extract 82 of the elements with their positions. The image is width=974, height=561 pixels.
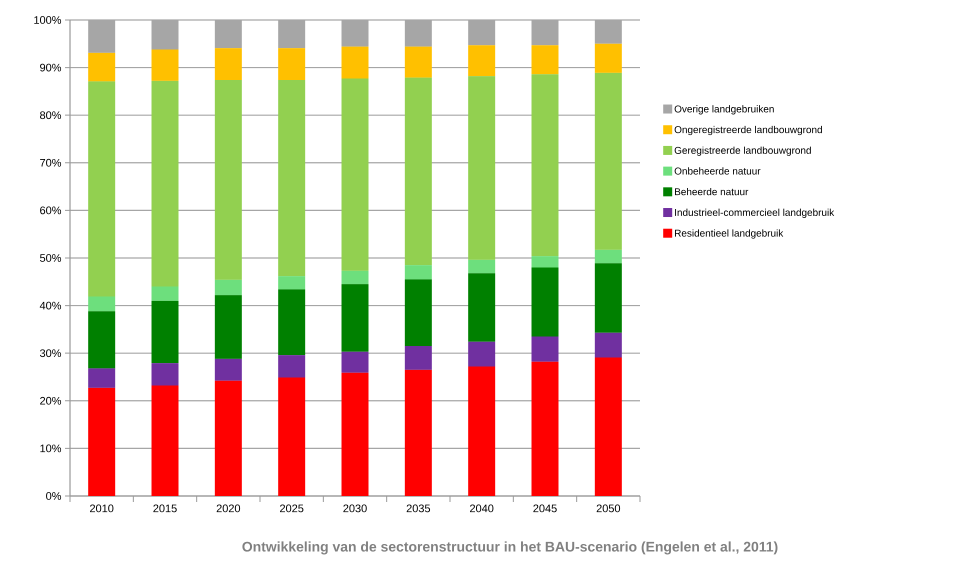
legend-label: Overige landgebruiken — [674, 105, 774, 114]
bar — [594, 332, 622, 358]
legend-label: Beheerde natuur — [675, 188, 748, 196]
bar — [404, 279, 432, 346]
y-tick-label: 50% — [40, 254, 62, 262]
bar — [468, 366, 496, 496]
legend-label: Residentieel landgebruik — [675, 229, 784, 239]
bar — [278, 355, 306, 378]
bar — [152, 300, 179, 364]
bar — [468, 342, 496, 367]
bar — [278, 276, 306, 290]
legend-label: Industrieel-commercieel landgebruik — [675, 208, 834, 218]
legend-label: Geregistreerde landbouwgrond — [674, 146, 811, 156]
bar — [532, 74, 558, 256]
x-tick-label: 2050 — [596, 504, 620, 512]
x-tick-label: 2010 — [90, 504, 114, 512]
bar — [152, 80, 179, 287]
bar — [594, 263, 622, 333]
bar — [88, 52, 116, 82]
bar — [342, 352, 369, 373]
bar — [532, 256, 558, 268]
x-tick-label: 2040 — [470, 504, 494, 512]
bar — [594, 72, 622, 250]
bar — [468, 273, 496, 342]
bar — [468, 45, 496, 76]
x-tick-label: 2030 — [343, 504, 367, 512]
legend-label: Onbeheerde natuur — [674, 167, 760, 175]
x-tick-label: 2020 — [216, 504, 240, 512]
bar — [468, 76, 496, 260]
bar — [404, 46, 432, 78]
bar — [404, 265, 432, 280]
y-tick-label: 10% — [40, 444, 62, 452]
y-tick-label: 70% — [40, 158, 62, 167]
y-tick-label: 80% — [40, 111, 62, 120]
bar — [342, 270, 369, 284]
bar — [214, 380, 242, 496]
y-tick-label: 60% — [40, 206, 62, 214]
bar — [278, 80, 306, 276]
bar — [152, 286, 179, 301]
bar — [152, 363, 179, 386]
x-tick-label: 2045 — [533, 504, 557, 512]
bar — [88, 296, 116, 312]
bar — [214, 80, 242, 280]
bar — [88, 81, 116, 297]
y-tick-label: 0% — [46, 492, 62, 500]
bar — [342, 46, 369, 79]
bar — [532, 45, 558, 74]
bar — [342, 284, 369, 352]
x-tick-label: 2015 — [153, 504, 177, 512]
bar — [214, 358, 242, 381]
x-tick-label: 2025 — [280, 504, 304, 512]
bar — [278, 48, 306, 80]
y-tick-label: 90% — [40, 64, 62, 72]
bar — [532, 362, 558, 496]
bar — [88, 388, 116, 496]
bar — [214, 48, 242, 80]
text: Ontwikkeling van de sectorenstructuur in het BAU-scenario (Engelen et al., 2011) — [242, 541, 778, 554]
bar — [278, 377, 306, 496]
bar — [342, 372, 369, 496]
x-tick-label: 2035 — [406, 504, 430, 512]
bar — [404, 346, 432, 370]
y-tick-label: 20% — [40, 396, 62, 405]
bar — [88, 311, 116, 368]
bar — [152, 386, 179, 496]
bar — [594, 44, 622, 73]
bar — [342, 78, 369, 271]
bar — [594, 357, 622, 496]
bar — [88, 368, 116, 388]
bar — [214, 295, 242, 359]
y-tick-label: 40% — [40, 302, 62, 310]
bar — [214, 280, 242, 296]
bar — [532, 268, 558, 337]
bar — [404, 370, 432, 496]
bar — [278, 289, 306, 356]
bar — [468, 260, 496, 274]
bar — [404, 78, 432, 266]
bar — [152, 49, 179, 81]
bar — [594, 250, 622, 264]
bar — [532, 336, 558, 362]
y-tick-label: 100% — [34, 16, 62, 24]
y-tick-label: 30% — [40, 349, 62, 358]
legend-label: Ongeregistreerde landbouwgrond — [674, 126, 822, 136]
